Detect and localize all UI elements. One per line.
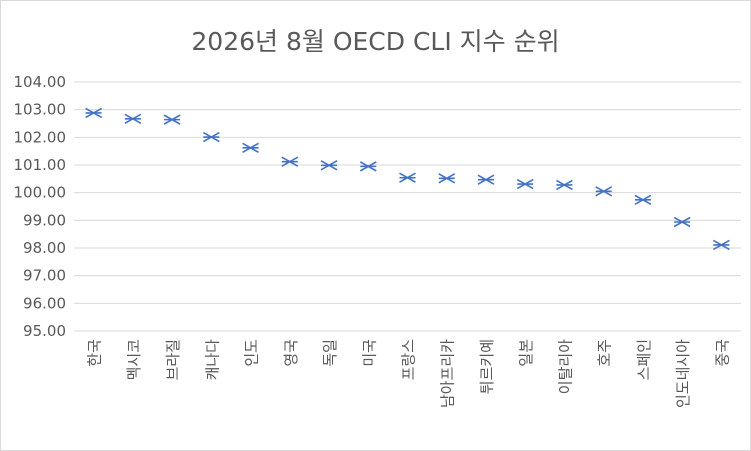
y-tick-label: 96.00 — [23, 294, 66, 312]
data-point — [712, 239, 730, 251]
x-category-label: 인도네시아 — [674, 339, 692, 408]
x-category-label: 튀르키예 — [478, 339, 496, 394]
x-category-label: 호주 — [596, 339, 614, 367]
y-tick-label: 100.00 — [14, 184, 67, 202]
y-tick-label: 101.00 — [14, 156, 67, 174]
x-category-label: 이탈리아 — [556, 339, 574, 394]
x-category-label: 남아프리카 — [439, 339, 457, 408]
x-category-label: 스페인 — [635, 339, 653, 380]
x-category-label: 캐나다 — [203, 339, 221, 381]
x-category-label: 일본 — [517, 339, 535, 367]
x-category-label: 멕시코 — [125, 339, 143, 380]
data-point — [399, 172, 416, 183]
data-point — [124, 113, 142, 124]
data-point — [516, 178, 534, 190]
data-point — [556, 179, 573, 191]
data-point — [202, 131, 220, 143]
data-point — [359, 161, 377, 172]
data-point — [242, 142, 259, 154]
x-category-label: 브라질 — [164, 339, 182, 380]
data-point — [673, 216, 691, 228]
x-category-label: 영국 — [282, 339, 300, 367]
data-point — [281, 156, 299, 167]
y-tick-label: 99.00 — [23, 211, 66, 229]
y-tick-label: 98.00 — [23, 239, 66, 257]
data-point — [438, 173, 456, 184]
y-tick-label: 103.00 — [14, 101, 67, 119]
y-tick-label: 97.00 — [23, 267, 66, 285]
x-category-label: 미국 — [360, 339, 378, 367]
x-category-label: 한국 — [86, 339, 104, 367]
x-category-label: 중국 — [713, 339, 731, 367]
y-tick-label: 102.00 — [14, 128, 67, 146]
data-point — [163, 114, 181, 125]
y-tick-label: 95.00 — [23, 322, 66, 340]
x-category-label: 독일 — [321, 339, 339, 367]
x-category-label: 프랑스 — [400, 339, 418, 381]
data-point — [477, 174, 495, 185]
data-point — [320, 160, 338, 171]
x-category-label: 인도 — [243, 339, 261, 367]
y-tick-label: 104.00 — [14, 73, 67, 91]
data-point — [595, 186, 613, 197]
data-point — [85, 107, 103, 119]
chart-title: 2026년 8월 OECD CLI 지수 순위 — [191, 27, 560, 56]
data-point — [634, 194, 652, 206]
